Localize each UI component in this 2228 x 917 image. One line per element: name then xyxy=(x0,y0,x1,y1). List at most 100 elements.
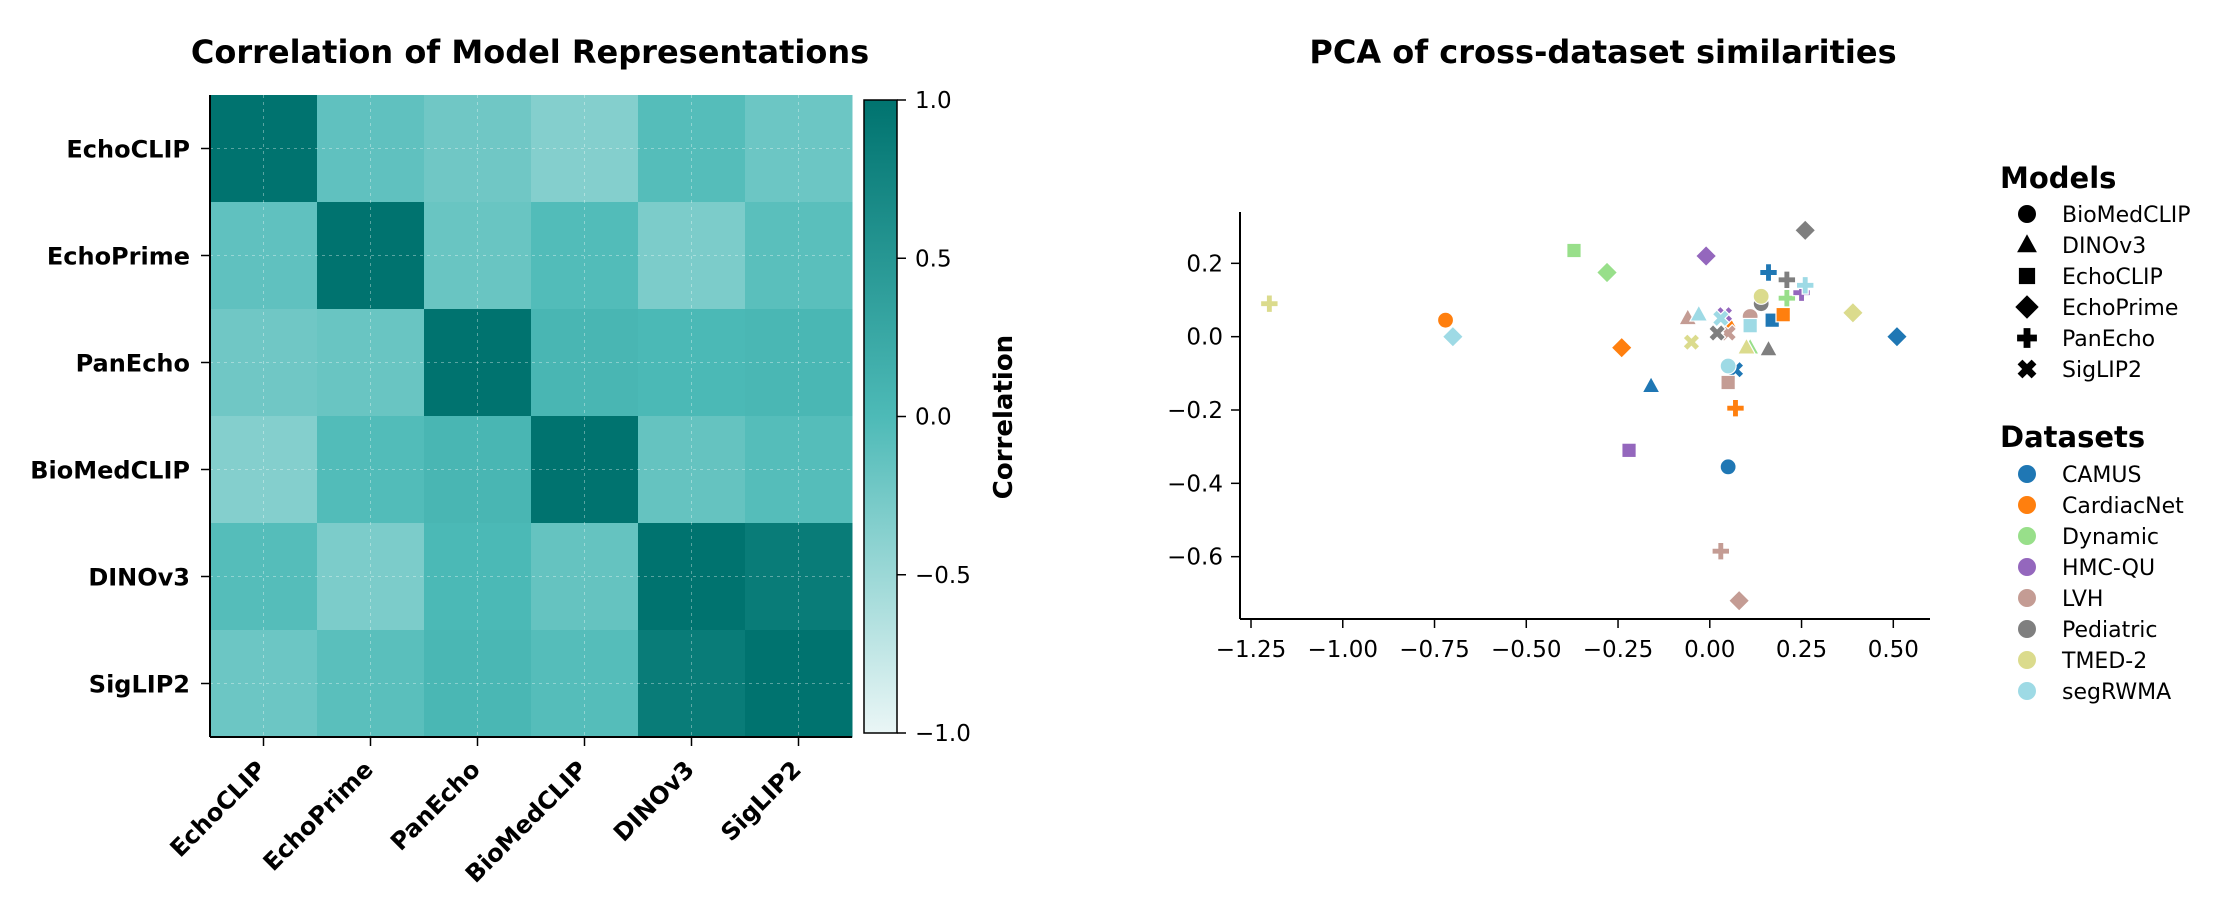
point-echoprime-segrwma xyxy=(1441,325,1465,348)
colorbar: 1.0 0.5 0.0 −0.5 −1.0 Correlation xyxy=(863,88,1019,747)
legend-dataset-label: CAMUS xyxy=(2062,463,2141,488)
legend-marker-echoprime xyxy=(2015,295,2039,319)
legend-swatch-cardiacnet xyxy=(2018,496,2036,514)
heatmap-row-label: BioMedCLIP xyxy=(30,457,190,485)
heatmap-row-label: EchoCLIP xyxy=(66,136,190,164)
heatmap-title: Correlation of Model Representations xyxy=(191,33,869,71)
point-echoclip-dynamic xyxy=(1566,242,1582,259)
colorbar-tick-label: 0.0 xyxy=(915,405,952,431)
legend: Models BioMedCLIP DINOv3 EchoCLIP EchoPrime… xyxy=(2000,161,2191,705)
scatter-x-tick-label: −1.25 xyxy=(1216,637,1286,663)
heatmap-cell-echoclip-biomedclip xyxy=(531,95,639,203)
colorbar-ticks: 1.0 0.5 0.0 −0.5 −1.0 xyxy=(897,88,971,747)
heatmap-cell-panecho-dinov3 xyxy=(638,309,746,417)
point-panecho-camus xyxy=(1759,263,1778,282)
legend-dataset-label: segRWMA xyxy=(2062,680,2171,705)
legend-dataset-label: TMED-2 xyxy=(2061,649,2147,674)
scatter-y-tick-label: −0.4 xyxy=(1167,471,1223,497)
legend-model-label: EchoPrime xyxy=(2062,296,2178,321)
legend-marker-biomedclip xyxy=(2018,205,2036,223)
point-dinov3-pediatric xyxy=(1758,338,1779,357)
heatmap-cell-panecho-panecho xyxy=(424,309,532,417)
heatmap-cell-siglip2-siglip2 xyxy=(745,630,853,738)
scatter-y-tick-label: 0.0 xyxy=(1186,325,1223,351)
heatmap-cell-dinov3-echoprime xyxy=(317,523,425,631)
heatmap-cell-echoclip-dinov3 xyxy=(638,95,746,203)
legend-dataset-label: HMC-QU xyxy=(2062,556,2155,581)
colorbar-tick-label: 1.0 xyxy=(915,88,952,114)
legend-model-label: SigLIP2 xyxy=(2062,358,2142,383)
heatmap-cell-biomedclip-echoclip xyxy=(210,416,318,524)
heatmap-cell-echoprime-echoclip xyxy=(210,202,318,310)
heatmap-cell-siglip2-dinov3 xyxy=(638,630,746,738)
legend-marker-echoclip xyxy=(2018,267,2036,285)
point-echoprime-lvh xyxy=(1727,589,1751,612)
heatmap-col-label: DINOv3 xyxy=(608,755,700,847)
point-biomedclip-cardiacnet xyxy=(1436,311,1455,329)
heatmap-row-labels: EchoCLIP EchoPrime PanEcho BioMedCLIP DINOv3… xyxy=(30,136,210,699)
heatmap-row-label: DINOv3 xyxy=(88,564,190,592)
scatter-axes: −1.25 −1.00 −0.75 −0.50 −0.25 0.00 0.25 0.50 0.2… xyxy=(1167,212,1930,663)
point-echoprime-pediatric xyxy=(1793,219,1817,242)
heatmap-cell-dinov3-echoclip xyxy=(210,523,318,631)
scatter-x-tick-label: −1.00 xyxy=(1308,637,1378,663)
scatter-title: PCA of cross-dataset similarities xyxy=(1309,33,1896,71)
point-dinov3-tmed-2 xyxy=(1736,336,1757,355)
scatter-x-tick-label: 0.25 xyxy=(1776,637,1827,663)
heatmap-cell-echoclip-panecho xyxy=(424,95,532,203)
heatmap-cell-echoclip-echoprime xyxy=(317,95,425,203)
scatter-x-tick-label: −0.75 xyxy=(1399,637,1469,663)
legend-swatch-segrwma xyxy=(2018,682,2036,700)
legend-model-label: DINOv3 xyxy=(2062,234,2146,259)
heatmap-cell-biomedclip-biomedclip xyxy=(531,416,639,524)
heatmap-col-label: PanEcho xyxy=(385,755,486,856)
heatmap-cell-dinov3-siglip2 xyxy=(745,523,853,631)
point-panecho-lvh xyxy=(1711,541,1731,561)
point-echoprime-cardiacnet xyxy=(1610,336,1633,359)
legend-swatch-pediatric xyxy=(2018,620,2036,638)
legend-datasets: CAMUS CardiacNet Dynamic HMC-QU LVH Pediatric… xyxy=(2018,463,2184,705)
heatmap-cell-echoprime-dinov3 xyxy=(638,202,746,310)
heatmap-grid xyxy=(210,95,852,737)
heatmap-cell-biomedclip-echoprime xyxy=(317,416,425,524)
scatter-x-tick-label: −0.50 xyxy=(1491,637,1561,663)
heatmap-cell-echoprime-biomedclip xyxy=(531,202,639,310)
point-echoprime-camus xyxy=(1885,325,1909,348)
point-echoprime-hmc-qu xyxy=(1694,244,1718,268)
heatmap-cell-echoprime-echoprime xyxy=(317,202,425,310)
heatmap-cell-biomedclip-panecho xyxy=(424,416,532,524)
heatmap-cell-panecho-siglip2 xyxy=(745,309,853,417)
legend-swatch-dynamic xyxy=(2018,527,2036,545)
point-siglip2-segrwma xyxy=(1711,309,1731,328)
heatmap-cell-siglip2-biomedclip xyxy=(531,630,639,738)
point-panecho-cardiacnet xyxy=(1726,398,1745,418)
heatmap-cell-siglip2-panecho xyxy=(424,630,532,738)
heatmap-cell-panecho-biomedclip xyxy=(531,309,639,417)
point-biomedclip-segrwma xyxy=(1719,357,1737,375)
colorbar-tick-label: −0.5 xyxy=(915,563,971,589)
heatmap-cell-biomedclip-dinov3 xyxy=(638,416,746,524)
point-echoprime-tmed-2 xyxy=(1841,301,1865,325)
scatter-panel: PCA of cross-dataset similarities −1.25−… xyxy=(1167,33,2190,705)
point-echoclip-lvh xyxy=(1720,374,1736,391)
point-panecho-tmed-2 xyxy=(1259,294,1279,314)
legend-model-label: PanEcho xyxy=(2062,327,2155,352)
point-panecho-pediatric xyxy=(1777,270,1797,290)
point-panecho-dynamic xyxy=(1777,288,1797,308)
heatmap-panel: Correlation of Model Representations Ech… xyxy=(30,33,1019,888)
legend-dataset-label: CardiacNet xyxy=(2062,494,2184,519)
heatmap-row-label: EchoPrime xyxy=(47,243,190,271)
point-echoprime-dynamic xyxy=(1595,261,1619,284)
legend-swatch-lvh xyxy=(2018,589,2036,607)
point-dinov3-camus xyxy=(1641,375,1661,394)
legend-dataset-label: LVH xyxy=(2062,587,2103,612)
point-dinov3-segrwma xyxy=(1688,303,1709,322)
legend-models: BioMedCLIP DINOv3 EchoCLIP EchoPrime PanEcho… xyxy=(2015,203,2191,383)
legend-model-label: BioMedCLIP xyxy=(2062,203,2191,228)
heatmap-axes xyxy=(209,95,852,738)
point-biomedclip-tmed-2 xyxy=(1752,287,1770,305)
heatmap-col-label: EchoCLIP xyxy=(165,755,272,862)
legend-model-label: EchoCLIP xyxy=(2062,265,2163,290)
legend-dataset-label: Pediatric xyxy=(2062,618,2157,643)
heatmap-cell-dinov3-biomedclip xyxy=(531,523,639,631)
